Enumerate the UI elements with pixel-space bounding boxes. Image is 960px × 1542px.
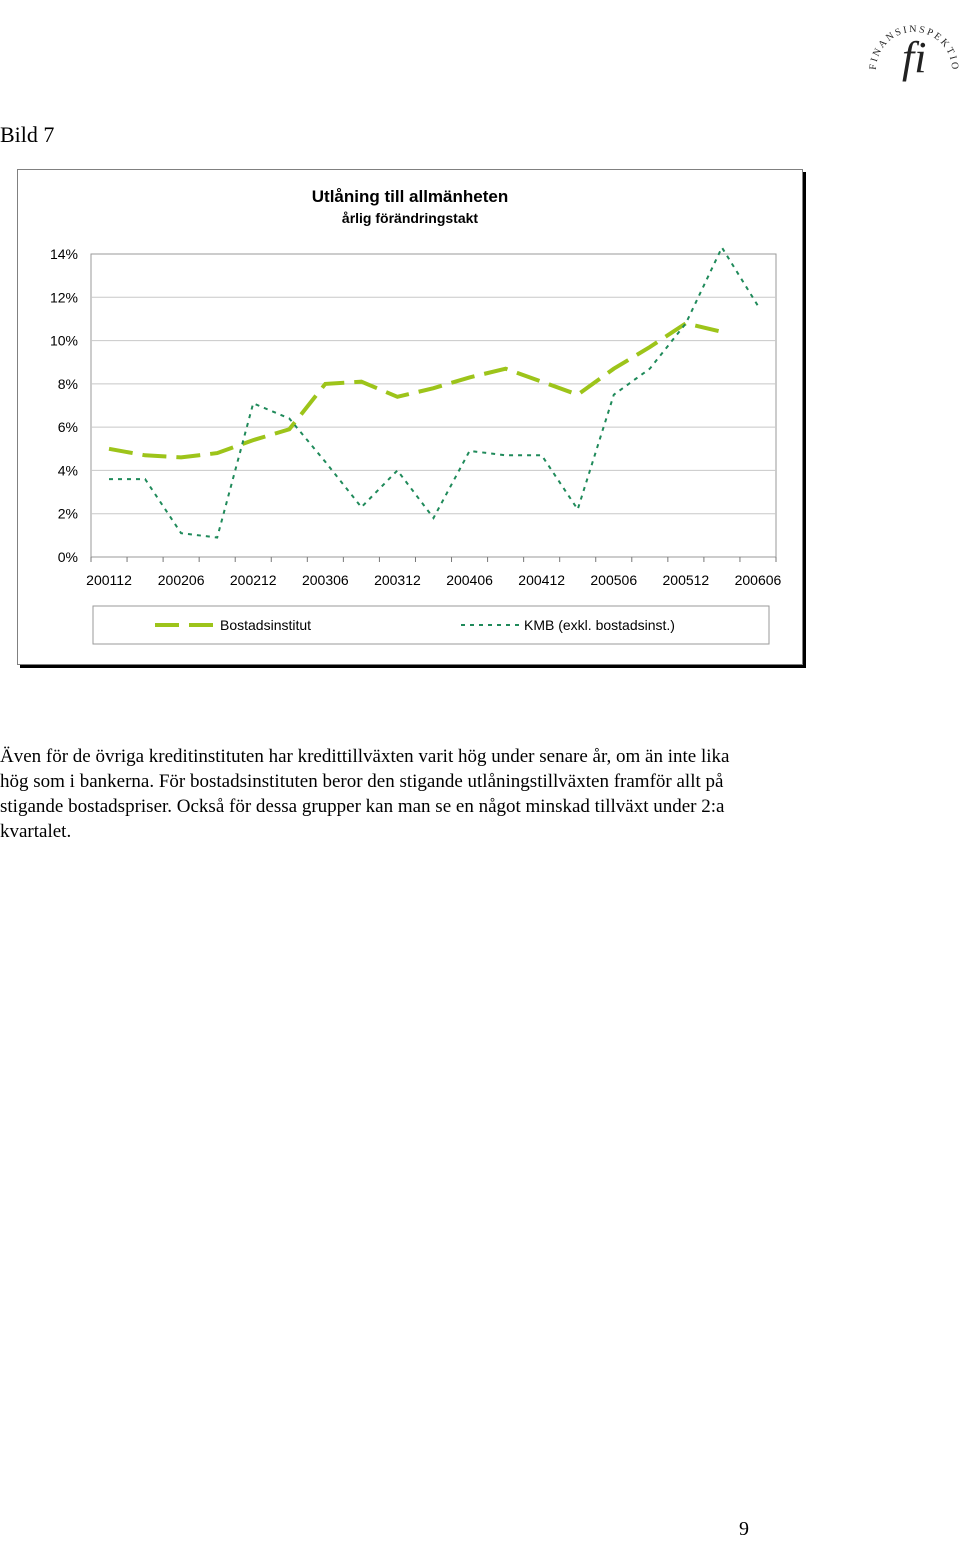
legend-label-bostadsinstitut: Bostadsinstitut bbox=[220, 617, 311, 633]
series-line-kmb bbox=[109, 245, 759, 539]
plot-area bbox=[90, 253, 777, 558]
legend-label-kmb: KMB (exkl. bostadsinst.) bbox=[524, 617, 675, 633]
x-tick-label: 200512 bbox=[663, 572, 710, 588]
body-paragraph-block: Även för de övriga kreditinstituten har … bbox=[0, 744, 760, 844]
y-tick-label: 12% bbox=[50, 289, 78, 305]
y-tick-label: 4% bbox=[58, 462, 78, 478]
y-tick-label: 10% bbox=[50, 333, 78, 349]
y-tick-label: 6% bbox=[58, 419, 78, 435]
logo-mark: fi bbox=[902, 33, 926, 82]
x-tick-label: 200212 bbox=[230, 572, 277, 588]
chart-subtitle: årlig förändringstakt bbox=[342, 210, 478, 226]
x-tick-label: 200112 bbox=[86, 572, 132, 588]
x-tick-label: 200406 bbox=[446, 572, 493, 588]
logo-icon: FINANSINSPEKTIONEN fi bbox=[857, 0, 958, 82]
figure-label: Bild 7 bbox=[0, 122, 55, 147]
x-tick-label: 200306 bbox=[302, 572, 349, 588]
line-chart: Utlåning till allmänheten årlig förändrin… bbox=[50, 187, 782, 645]
series-line-bostadsinstitut bbox=[108, 321, 723, 460]
x-tick-label: 200412 bbox=[518, 572, 565, 588]
body-paragraph: Även för de övriga kreditinstituten har … bbox=[0, 746, 730, 842]
chart-frame: Utlåning till allmänheten årlig förändrin… bbox=[17, 169, 803, 665]
y-tick-label: 0% bbox=[58, 549, 78, 565]
x-tick-label: 200206 bbox=[158, 572, 205, 588]
y-tick-label: 8% bbox=[58, 376, 78, 392]
x-tick-label: 200606 bbox=[735, 572, 782, 588]
page-number: 9 bbox=[739, 1518, 749, 1540]
y-tick-label: 14% bbox=[50, 246, 78, 262]
y-tick-label: 2% bbox=[58, 506, 78, 522]
x-tick-label: 200312 bbox=[374, 572, 421, 588]
finansinspektionen-logo: FINANSINSPEKTIONEN fi bbox=[857, 0, 960, 90]
chart-title: Utlåning till allmänheten bbox=[312, 187, 508, 206]
x-tick-label: 200506 bbox=[590, 572, 637, 588]
